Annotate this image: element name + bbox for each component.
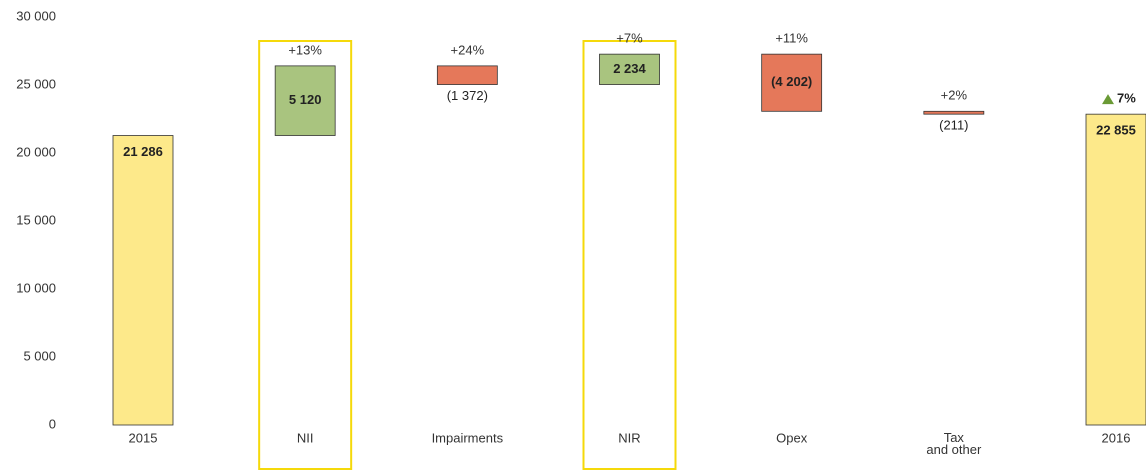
x-tick-label: Opex: [776, 430, 808, 445]
annotation: 7%: [1117, 91, 1136, 106]
y-tick-label: 25 000: [16, 76, 56, 91]
bar: [923, 110, 985, 115]
annotation: +24%: [451, 42, 485, 57]
bar: [274, 65, 336, 136]
bar: [112, 135, 174, 426]
bar: [761, 53, 823, 112]
y-tick-label: 10 000: [16, 280, 56, 295]
x-tick-label: Tax and other: [926, 430, 982, 457]
annotation: +7%: [616, 31, 643, 46]
value-label: (1 372): [447, 88, 488, 103]
y-tick-label: 30 000: [16, 8, 56, 23]
value-label: (211): [939, 118, 968, 133]
bar: [1085, 113, 1146, 426]
value-label: 21 286: [123, 144, 163, 159]
x-tick-label: 2015: [129, 430, 158, 445]
up-arrow: [1102, 94, 1114, 105]
x-tick-label: NII: [297, 430, 314, 445]
y-tick-label: 15 000: [16, 212, 56, 227]
value-label: (4 202): [771, 74, 812, 89]
annotation: +2%: [941, 88, 968, 103]
highlight-box: [582, 40, 677, 470]
x-tick-label: NIR: [618, 430, 640, 445]
highlight-box: [258, 40, 353, 470]
value-label: 5 120: [289, 92, 322, 107]
value-label: 2 234: [613, 61, 646, 76]
y-tick-label: 0: [49, 416, 56, 431]
x-tick-label: Impairments: [432, 430, 504, 445]
bar: [436, 65, 498, 85]
annotation: +13%: [288, 42, 322, 57]
annotation: +11%: [775, 31, 808, 46]
y-tick-label: 20 000: [16, 144, 56, 159]
value-label: 22 855: [1096, 123, 1136, 138]
x-tick-label: 2016: [1102, 430, 1131, 445]
y-tick-label: 5 000: [23, 348, 56, 363]
bar: [599, 53, 660, 85]
